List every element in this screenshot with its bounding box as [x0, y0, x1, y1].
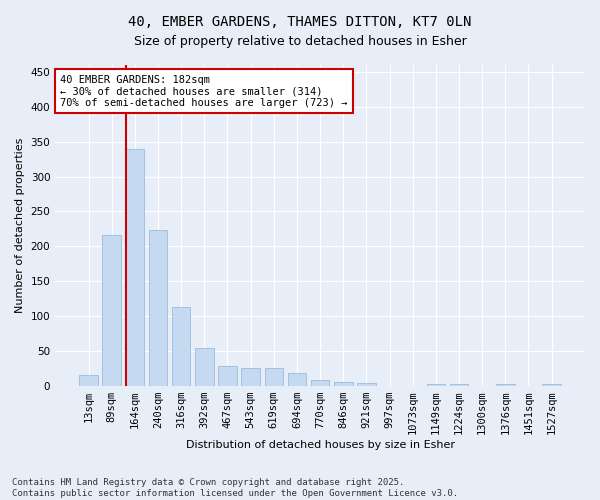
Bar: [218, 366, 237, 386]
Bar: [265, 368, 283, 386]
Bar: [103, 235, 121, 386]
Text: 40 EMBER GARDENS: 182sqm
← 30% of detached houses are smaller (314)
70% of semi-: 40 EMBER GARDENS: 182sqm ← 30% of detach…: [61, 74, 348, 108]
Bar: [357, 383, 376, 386]
Text: Size of property relative to detached houses in Esher: Size of property relative to detached ho…: [134, 35, 466, 48]
Bar: [334, 382, 353, 386]
Bar: [450, 384, 468, 386]
Bar: [311, 380, 329, 386]
Bar: [287, 374, 306, 386]
Bar: [172, 307, 190, 386]
X-axis label: Distribution of detached houses by size in Esher: Distribution of detached houses by size …: [185, 440, 455, 450]
Y-axis label: Number of detached properties: Number of detached properties: [15, 138, 25, 313]
Bar: [125, 148, 144, 386]
Text: 40, EMBER GARDENS, THAMES DITTON, KT7 0LN: 40, EMBER GARDENS, THAMES DITTON, KT7 0L…: [128, 15, 472, 29]
Text: Contains HM Land Registry data © Crown copyright and database right 2025.
Contai: Contains HM Land Registry data © Crown c…: [12, 478, 458, 498]
Bar: [542, 384, 561, 386]
Bar: [241, 368, 260, 386]
Bar: [149, 230, 167, 386]
Bar: [496, 384, 515, 386]
Bar: [79, 376, 98, 386]
Bar: [427, 384, 445, 386]
Bar: [195, 348, 214, 386]
